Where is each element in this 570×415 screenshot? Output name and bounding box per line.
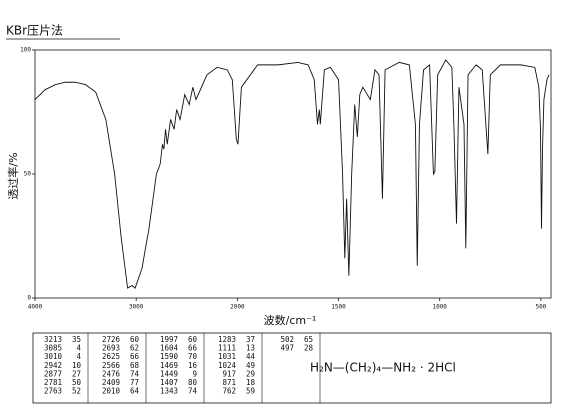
peak-wavenumber: 2877 xyxy=(44,369,62,378)
peak-transmittance: 27 xyxy=(72,369,81,378)
peak-wavenumber: 917 xyxy=(222,369,236,378)
peak-transmittance: 10 xyxy=(72,361,82,370)
peak-table-frame xyxy=(32,332,552,404)
peak-wavenumber: 2625 xyxy=(102,352,120,361)
x-tick-label: 2000 xyxy=(230,304,245,311)
peak-wavenumber: 1469 xyxy=(160,361,178,370)
peak-wavenumber: 2010 xyxy=(102,387,121,396)
peak-transmittance: 65 xyxy=(304,335,313,344)
peak-transmittance: 28 xyxy=(304,344,314,353)
peak-transmittance: 68 xyxy=(130,361,140,370)
peak-wavenumber: 1283 xyxy=(218,335,236,344)
peak-transmittance: 18 xyxy=(246,378,256,387)
peak-wavenumber: 497 xyxy=(280,344,294,353)
peak-wavenumber: 2693 xyxy=(102,344,120,353)
peak-transmittance: 13 xyxy=(246,344,255,353)
peak-transmittance: 60 xyxy=(130,335,140,344)
x-tick-label: 3000 xyxy=(129,304,144,311)
plot-frame xyxy=(34,49,552,299)
peak-wavenumber: 1111 xyxy=(218,344,236,353)
peak-transmittance: 49 xyxy=(246,361,255,370)
peak-wavenumber: 3085 xyxy=(44,344,62,353)
peak-transmittance: 50 xyxy=(72,378,82,387)
peak-transmittance: 62 xyxy=(130,344,139,353)
peak-transmittance: 77 xyxy=(130,378,139,387)
formula: H₂N—(CH₂)₄—NH₂ · 2HCl xyxy=(310,361,456,375)
peak-wavenumber: 2726 xyxy=(102,335,121,344)
peak-transmittance: 80 xyxy=(188,378,198,387)
peak-wavenumber: 1031 xyxy=(218,352,236,361)
y-tick-label: 50 xyxy=(24,171,32,178)
peak-transmittance: 16 xyxy=(188,361,198,370)
peak-wavenumber: 1024 xyxy=(218,361,237,370)
peak-transmittance: 29 xyxy=(246,369,255,378)
peak-transmittance: 44 xyxy=(246,352,256,361)
peak-transmittance: 64 xyxy=(130,387,140,396)
peak-transmittance: 74 xyxy=(130,369,140,378)
chart-title: KBr压片法 xyxy=(6,24,63,38)
peak-wavenumber: 2476 xyxy=(102,369,121,378)
peak-wavenumber: 1407 xyxy=(160,378,178,387)
peak-transmittance: 74 xyxy=(188,387,198,396)
peak-transmittance: 35 xyxy=(72,335,81,344)
peak-transmittance: 66 xyxy=(130,352,140,361)
peak-wavenumber: 1449 xyxy=(160,369,178,378)
peak-wavenumber: 871 xyxy=(222,378,236,387)
peak-transmittance: 37 xyxy=(246,335,255,344)
x-tick-label: 1000 xyxy=(432,304,447,311)
peak-wavenumber: 502 xyxy=(280,335,294,344)
peak-wavenumber: 3010 xyxy=(44,352,63,361)
peak-transmittance: 66 xyxy=(188,344,198,353)
peak-wavenumber: 2781 xyxy=(44,378,62,387)
x-axis-label: 波数/cm⁻¹ xyxy=(264,314,317,327)
peak-transmittance: 4 xyxy=(76,344,81,353)
y-tick-label: 100 xyxy=(20,47,31,54)
peak-wavenumber: 2409 xyxy=(102,378,120,387)
peak-wavenumber: 762 xyxy=(222,387,236,396)
peak-wavenumber: 1343 xyxy=(160,387,178,396)
x-tick-label: 500 xyxy=(535,304,546,311)
peak-wavenumber: 1604 xyxy=(160,344,179,353)
peak-wavenumber: 1997 xyxy=(160,335,178,344)
peak-wavenumber: 2942 xyxy=(44,361,62,370)
peak-transmittance: 9 xyxy=(192,369,197,378)
peak-transmittance: 4 xyxy=(76,352,81,361)
x-tick-label: 4000 xyxy=(28,304,43,311)
peak-wavenumber: 2566 xyxy=(102,361,121,370)
y-axis-label: 透过率/% xyxy=(6,152,20,199)
peak-transmittance: 59 xyxy=(246,387,255,396)
peak-wavenumber: 3213 xyxy=(44,335,62,344)
peak-wavenumber: 2763 xyxy=(44,387,62,396)
y-tick-label: 0 xyxy=(27,295,31,302)
peak-transmittance: 60 xyxy=(188,335,198,344)
x-tick-label: 1500 xyxy=(331,304,346,311)
peak-transmittance: 70 xyxy=(188,352,198,361)
peak-wavenumber: 1590 xyxy=(160,352,179,361)
peak-transmittance: 52 xyxy=(72,387,81,396)
spectrum-line xyxy=(34,59,550,289)
